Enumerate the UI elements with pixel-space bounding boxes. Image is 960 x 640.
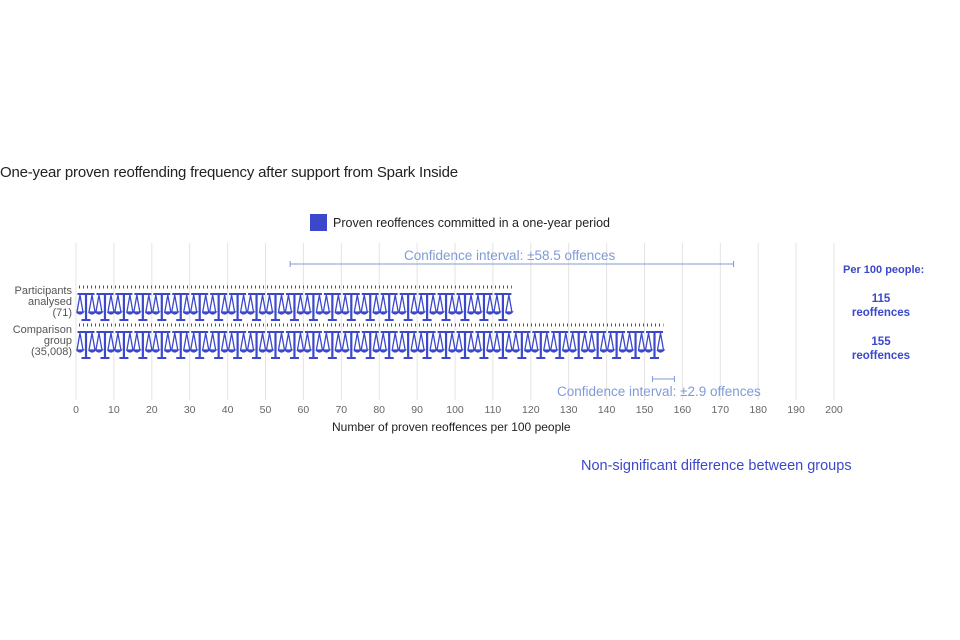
- scales-icon: [379, 293, 401, 321]
- scales-icon: [76, 331, 97, 359]
- scales-icon: [398, 331, 420, 359]
- scales-icon: [322, 293, 344, 321]
- scales-icon: [265, 293, 287, 321]
- scales-icon: [417, 293, 439, 321]
- x-tick-label: 10: [108, 404, 120, 416]
- scales-icon: [189, 293, 211, 321]
- row-label-line: (71): [52, 307, 72, 319]
- ci-label-comparison: Confidence interval: ±2.9 offences: [557, 384, 761, 399]
- footnote: Non-significant difference between group…: [581, 458, 852, 474]
- row-label-participants: Participants analysed (71): [15, 286, 72, 319]
- scales-icon: [341, 331, 363, 359]
- scales-icon: [530, 331, 552, 359]
- scales-icon: [417, 331, 439, 359]
- x-tick-label: 160: [674, 404, 692, 416]
- scales-icon: [284, 331, 306, 359]
- scales-icon: [94, 331, 116, 359]
- scales-icon: [436, 293, 457, 321]
- row-label-comparison: Comparison group (35,008): [13, 325, 72, 358]
- scales-icon: [360, 293, 382, 321]
- row-label-line: analysed: [27, 296, 72, 308]
- per-100-number: 155: [871, 336, 891, 348]
- scales-icon: [492, 331, 514, 359]
- scales-icon: [189, 331, 211, 359]
- x-tick-label: 20: [146, 404, 158, 416]
- scales-icon: [284, 293, 306, 321]
- scales-icon: [398, 293, 420, 321]
- scales-icon: [455, 293, 476, 321]
- x-tick-label: 130: [560, 404, 578, 416]
- row-label-line: Comparison: [12, 324, 72, 336]
- scales-icon: [151, 293, 173, 321]
- scales-icon: [132, 293, 154, 321]
- scales-icon: [360, 331, 382, 359]
- scales-icon: [227, 293, 249, 321]
- x-tick-label: 200: [825, 404, 843, 416]
- scales-icon: [587, 331, 609, 359]
- scales-icon: [492, 293, 514, 321]
- scales-icon: [265, 331, 287, 359]
- x-tick-label: 90: [411, 404, 423, 416]
- x-tick-label: 170: [712, 404, 730, 416]
- per-100-value-comparison: 155 reoffences: [841, 335, 921, 363]
- scales-icon: [132, 331, 154, 359]
- scales-icon: [473, 293, 495, 321]
- row-label-line: (35,008): [31, 346, 72, 358]
- x-tick-label: 150: [636, 404, 654, 416]
- scales-icon: [549, 331, 571, 359]
- scales-icon: [455, 331, 476, 359]
- scales-icon: [151, 331, 173, 359]
- ci-label-participants: Confidence interval: ±58.5 offences: [404, 248, 616, 263]
- x-tick-label: 80: [373, 404, 385, 416]
- x-tick-label: 120: [522, 404, 540, 416]
- legend: Proven reoffences committed in a one-yea…: [310, 214, 610, 231]
- scales-icon: [113, 331, 135, 359]
- scales-icon: [568, 331, 590, 359]
- scales-icon: [436, 331, 457, 359]
- x-tick-label: 180: [749, 404, 767, 416]
- scales-icon: [606, 331, 628, 359]
- scales-icon: [379, 331, 401, 359]
- per-100-number: 115: [871, 293, 891, 305]
- x-tick-label: 140: [598, 404, 616, 416]
- row-label-line: group: [43, 335, 72, 347]
- x-tick-label: 70: [335, 404, 347, 416]
- scales-icon: [246, 293, 268, 321]
- x-tick-label: 100: [446, 404, 464, 416]
- legend-swatch: [310, 214, 327, 231]
- scales-icon: [170, 293, 192, 321]
- x-tick-label: 60: [298, 404, 310, 416]
- scales-icon: [170, 331, 192, 359]
- scales-icon: [303, 293, 325, 321]
- scales-icon: [322, 331, 344, 359]
- per-100-heading: Per 100 people:: [843, 264, 925, 276]
- scales-icon: [227, 331, 249, 359]
- scales-icon: [76, 293, 97, 321]
- scales-icon: [644, 331, 666, 359]
- per-100-unit: reoffences: [851, 307, 911, 319]
- chart-title: One-year proven reoffending frequency af…: [0, 164, 458, 181]
- scales-icon: [341, 293, 363, 321]
- x-tick-label: 40: [222, 404, 234, 416]
- scales-icon: [246, 331, 268, 359]
- row-label-line: Participants: [14, 285, 72, 297]
- scales-icon: [625, 331, 647, 359]
- per-100-unit: reoffences: [851, 350, 911, 362]
- per-100-value-participants: 115 reoffences: [841, 292, 921, 320]
- x-tick-label: 30: [184, 404, 196, 416]
- x-axis-label: Number of proven reoffences per 100 peop…: [332, 420, 571, 434]
- x-tick-label: 190: [787, 404, 805, 416]
- x-tick-label: 0: [73, 404, 79, 416]
- scales-icon: [511, 331, 533, 359]
- scales-icon: [208, 293, 230, 321]
- scales-icon: [94, 293, 116, 321]
- x-tick-label: 50: [260, 404, 272, 416]
- scales-icon: [113, 293, 135, 321]
- x-tick-label: 110: [485, 404, 502, 416]
- scales-icon: [208, 331, 230, 359]
- scales-icon: [303, 331, 325, 359]
- legend-label: Proven reoffences committed in a one-yea…: [333, 215, 611, 230]
- scales-icon: [473, 331, 495, 359]
